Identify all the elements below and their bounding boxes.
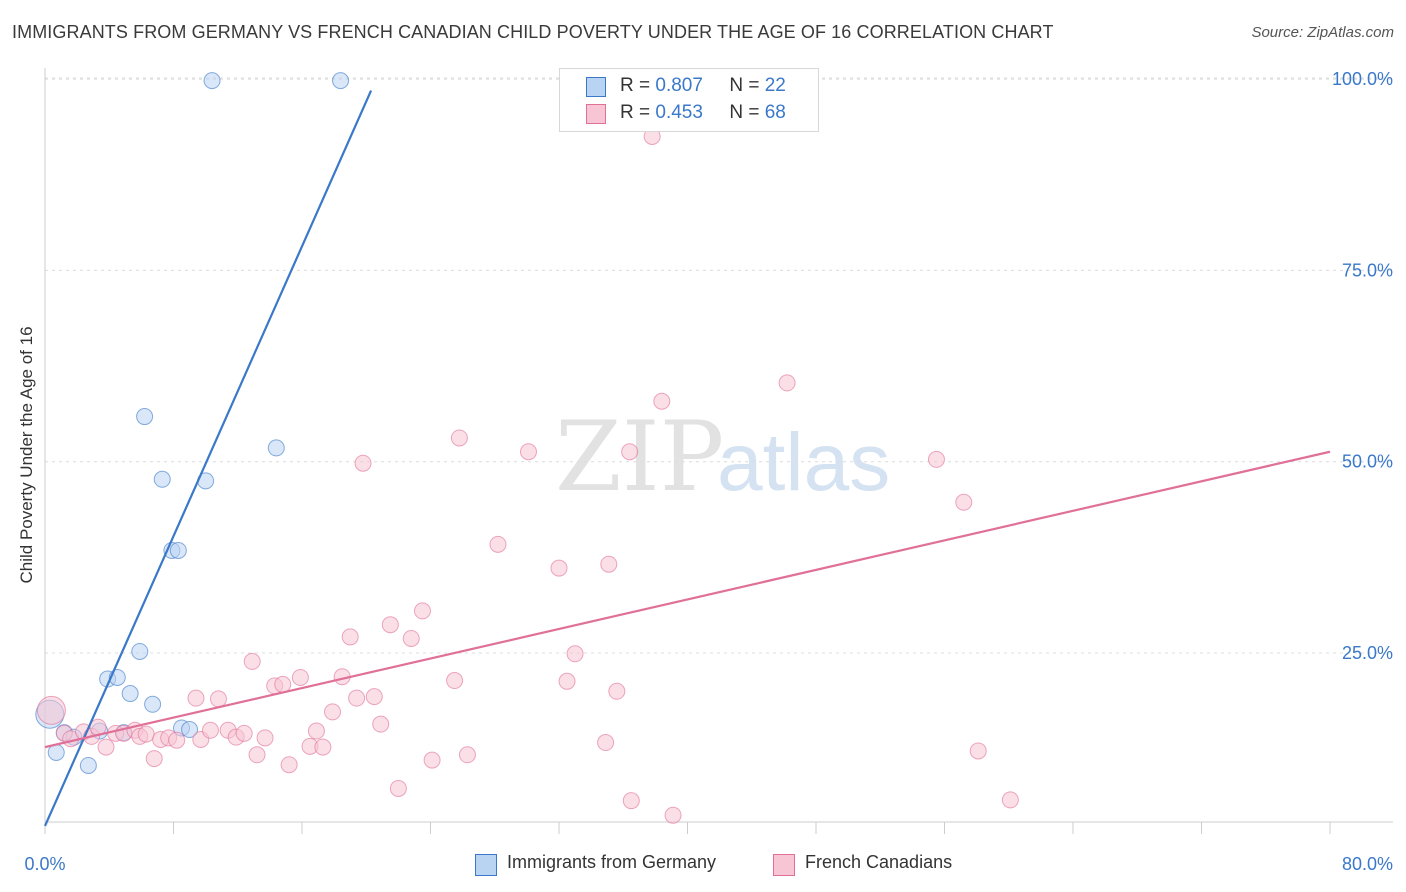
french-r-label: R =: [620, 102, 656, 123]
y-tick-label-100: 100.0%: [1332, 69, 1393, 89]
germany-point-11: [136, 408, 154, 426]
french-point-25: [256, 729, 274, 747]
french-point-44: [423, 751, 441, 769]
y-axis-label: Child Poverty Under the Age of 16: [17, 326, 36, 584]
french-point-61: [778, 374, 796, 392]
germany-n-label: N =: [729, 75, 765, 96]
french-point-12: [145, 750, 163, 768]
y-tick-label-50: 50.0%: [1342, 452, 1393, 472]
french-point-36: [348, 689, 366, 707]
french-point-18: [201, 721, 219, 739]
germany-point-12: [144, 695, 162, 713]
germany-point-21: [332, 72, 350, 90]
french-point-57: [622, 792, 640, 810]
french-point-60: [664, 806, 682, 824]
french-point-37: [354, 454, 372, 472]
germany-point-10: [131, 642, 149, 660]
french-point-45: [446, 672, 464, 690]
french-point-32: [314, 738, 332, 756]
french-point-16: [187, 689, 205, 707]
germany-swatch-icon: [586, 77, 606, 97]
french-point-15: [168, 731, 186, 749]
french-point-55: [608, 682, 626, 700]
french-point-52: [566, 645, 584, 663]
x-tick-label-min: 0.0%: [24, 854, 65, 874]
french-point-48: [489, 535, 507, 553]
germany-trend-line: [43, 90, 373, 827]
stats-legend: R = 0.807 N = 22 R = 0.453 N = 68: [559, 68, 819, 132]
french-point-19: [209, 690, 227, 708]
french-point-41: [389, 779, 407, 797]
french-swatch-icon: [586, 104, 606, 124]
french-point-46: [450, 429, 468, 447]
legend-germany-swatch-icon: [475, 854, 497, 876]
french-point-51: [558, 672, 576, 690]
source-label: Source: ZipAtlas.com: [1251, 24, 1394, 41]
french-trend-line: [44, 450, 1331, 749]
germany-point-13: [153, 470, 171, 488]
germany-point-9: [121, 685, 139, 703]
watermark-atlas: atlas: [717, 417, 890, 508]
legend-french-label: French Canadians: [805, 852, 953, 872]
french-point-28: [280, 756, 298, 774]
french-point-63: [955, 493, 973, 511]
french-point-40: [381, 616, 399, 634]
french-point-53: [597, 734, 615, 752]
bottom-legend: Immigrants from Germany French Canadians: [0, 852, 1406, 878]
french-point-22: [235, 724, 253, 742]
french-point-27: [274, 675, 292, 693]
french-point-59: [653, 392, 671, 410]
germany-r-value: 0.807: [655, 75, 703, 96]
french-point-54: [600, 555, 618, 573]
chart-title: IMMIGRANTS FROM GERMANY VS FRENCH CANADI…: [12, 22, 1054, 42]
french-point-11: [137, 725, 155, 743]
germany-point-19: [203, 72, 221, 90]
y-tick-label-75: 75.0%: [1342, 260, 1393, 280]
french-point-6: [97, 738, 115, 756]
germany-point-20: [267, 439, 285, 457]
french-point-23: [243, 652, 261, 670]
watermark-zip: ZIP: [555, 401, 724, 513]
french-n-value: 68: [764, 102, 786, 123]
french-point-42: [402, 629, 420, 647]
french-point-62: [927, 450, 945, 468]
y-tick-label-25: 25.0%: [1342, 643, 1393, 663]
germany-r-label: R =: [620, 75, 656, 96]
germany-point-17: [181, 721, 199, 739]
french-point-64: [969, 742, 987, 760]
french-point-39: [372, 715, 390, 733]
french-point-35: [341, 628, 359, 646]
french-point-47: [458, 746, 476, 764]
germany-point-4: [79, 756, 97, 774]
french-point-50: [550, 559, 568, 577]
french-point-0: [36, 695, 66, 725]
french-point-24: [248, 746, 266, 764]
french-point-65: [1001, 791, 1019, 809]
legend-french-swatch-icon: [773, 854, 795, 876]
french-point-29: [291, 668, 309, 686]
french-point-38: [365, 688, 383, 706]
legend-germany-label: Immigrants from Germany: [507, 852, 717, 872]
french-point-31: [307, 722, 325, 740]
french-point-43: [413, 602, 431, 620]
germany-point-15: [169, 541, 187, 559]
germany-n-value: 22: [764, 75, 786, 96]
french-n-label: N =: [729, 102, 765, 123]
x-tick-label-max: 80.0%: [1342, 854, 1393, 874]
french-point-56: [621, 443, 639, 461]
french-r-value: 0.453: [655, 102, 703, 123]
french-point-33: [324, 703, 342, 721]
french-point-49: [519, 443, 537, 461]
